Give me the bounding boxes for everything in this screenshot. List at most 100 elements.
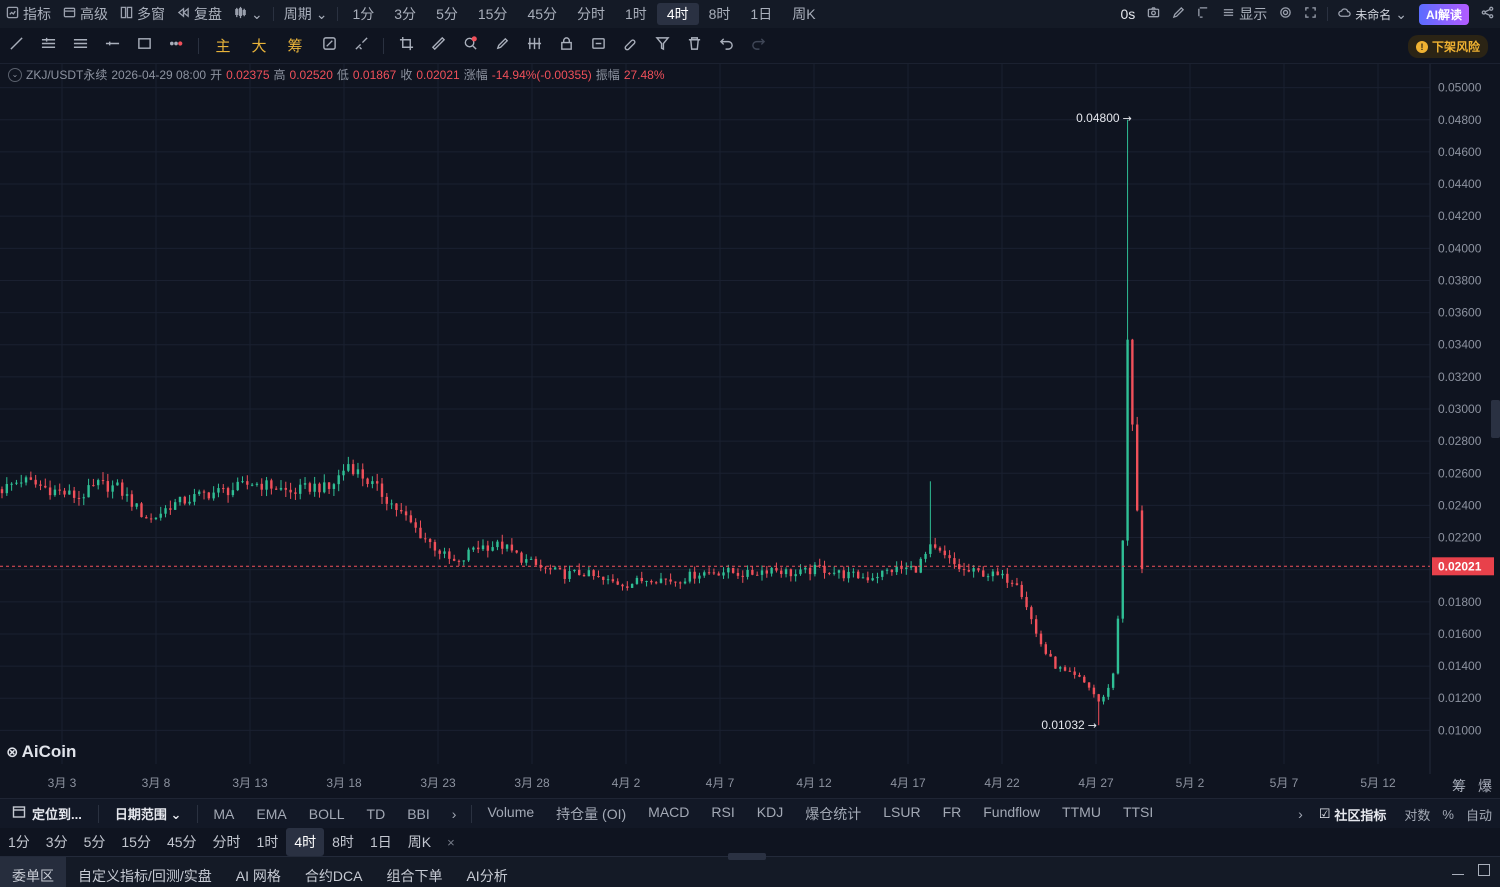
period-tab[interactable]: 1日 (750, 6, 773, 22)
sub-indicator-item[interactable]: MACD (648, 803, 690, 820)
sub-indicator-item[interactable]: 持仓量 (OI) (556, 805, 627, 822)
period-tab[interactable]: 45分 (527, 6, 558, 22)
ruler-tool[interactable] (422, 30, 454, 62)
period-tab[interactable]: 周K (792, 6, 816, 22)
date-range-button[interactable]: 日期范围 ⌄ (103, 804, 194, 823)
layout-button[interactable] (1191, 0, 1216, 28)
ai-interpret-button[interactable]: AI解读 (1413, 0, 1475, 28)
percent-scale-toggle[interactable]: % (1442, 806, 1454, 822)
magnet-zoom-tool[interactable] (454, 30, 486, 62)
period-tab[interactable]: 8时 (708, 6, 731, 22)
sub-indicator-item[interactable]: FR (942, 803, 962, 820)
sub-indicator-item[interactable]: KDJ (756, 803, 784, 820)
main-indicator-more[interactable]: › (441, 806, 468, 822)
bottom-period-tab[interactable]: 3分 (45, 834, 68, 850)
delisting-risk-badge[interactable]: ! 下架风险 (1407, 35, 1488, 58)
bottom-tab[interactable]: 组合下单 (386, 867, 443, 884)
period-tab[interactable]: 4时 (656, 3, 699, 25)
main-indicator-item[interactable]: MA (213, 805, 235, 822)
bottom-tab[interactable]: 合约DCA (304, 867, 363, 884)
lock-tool[interactable] (550, 30, 582, 62)
main-indicator-item[interactable]: TD (366, 805, 386, 822)
locate-button[interactable]: 定位到... (0, 804, 94, 823)
period-menu[interactable]: 周期 ⌄ (278, 0, 334, 28)
filter-tool[interactable] (646, 30, 678, 62)
bars-tool[interactable] (518, 30, 550, 62)
display-menu[interactable]: 显示 (1216, 0, 1273, 28)
bottom-period-tab[interactable]: 5分 (83, 834, 106, 850)
bottom-period-tab[interactable]: 15分 (121, 834, 151, 850)
period-tab[interactable]: 3分 (394, 6, 417, 22)
undo-button[interactable] (710, 30, 742, 62)
bottom-tab[interactable]: 自定义指标/回测/实盘 (78, 867, 212, 884)
sub-indicator-item[interactable]: 爆仓统计 (805, 805, 862, 822)
replay-menu[interactable]: 复盘 (171, 0, 228, 28)
brush-tool[interactable] (486, 30, 518, 62)
panel-resize-handle[interactable] (728, 853, 766, 860)
period-tab[interactable]: 1分 (352, 6, 375, 22)
rectangle-tool[interactable] (128, 30, 160, 62)
log-scale-toggle[interactable]: 对数 (1404, 807, 1431, 823)
parallel-lines-tool[interactable] (64, 30, 96, 62)
collapse-chevron-icon[interactable]: ⌄ (8, 67, 22, 82)
bottom-period-tab[interactable]: 4时 (286, 828, 325, 856)
bottom-period-tab[interactable]: 1分 (8, 834, 30, 850)
bottom-tab[interactable]: AI分析 (466, 867, 508, 884)
bottom-tab[interactable]: 委单区 (0, 856, 66, 887)
main-force-toggle[interactable]: 主 (215, 38, 231, 55)
chart-refresh-tool[interactable] (313, 30, 345, 62)
minimize-icon[interactable] (1452, 867, 1464, 875)
trend-line-tool[interactable] (0, 30, 32, 62)
ray-tool[interactable] (96, 30, 128, 62)
y-axis-panel[interactable] (1430, 64, 1500, 774)
delete-drawings-tool[interactable] (678, 30, 710, 62)
bottom-period-tab[interactable]: 45分 (166, 834, 197, 850)
sub-indicator-item[interactable]: LSUR (883, 803, 921, 820)
settings-button[interactable] (1273, 0, 1298, 28)
liquidation-toggle[interactable]: 爆 (1478, 778, 1492, 794)
bottom-period-tab[interactable]: 1日 (369, 834, 392, 850)
sub-indicator-item[interactable]: TTSI (1122, 803, 1154, 820)
advanced-menu[interactable]: 高级 (57, 0, 114, 28)
redo-button[interactable] (742, 30, 774, 62)
side-panel-handle[interactable] (1491, 400, 1500, 438)
bottom-period-tab[interactable]: 1时 (256, 834, 279, 850)
horizontal-lines-tool[interactable] (32, 30, 64, 62)
indicators-menu[interactable]: 指标 (0, 0, 57, 28)
chips-toggle[interactable]: 筹 (1452, 778, 1466, 794)
sub-indicator-item[interactable]: TTMU (1062, 803, 1101, 820)
eraser-link-tool[interactable] (614, 30, 646, 62)
chart-type-dropdown[interactable]: ⌄ (228, 0, 269, 28)
period-tab[interactable]: 5分 (436, 6, 458, 22)
sub-indicator-more[interactable]: › (1294, 806, 1307, 822)
share-button[interactable] (1475, 0, 1500, 28)
period-tab[interactable]: 分时 (577, 6, 606, 22)
auto-scale-toggle[interactable]: 自动 (1465, 807, 1492, 823)
sub-indicator-item[interactable]: Volume (487, 803, 535, 820)
chip-toggle[interactable]: 筹 (287, 38, 303, 55)
main-indicator-item[interactable]: BBI (407, 805, 430, 822)
bottom-period-tab[interactable]: 周K (407, 834, 432, 850)
sub-indicator-item[interactable]: RSI (711, 803, 735, 820)
main-indicator-item[interactable]: BOLL (308, 805, 345, 822)
multi-window-menu[interactable]: 多窗 (114, 0, 171, 28)
main-indicator-item[interactable]: EMA (256, 805, 287, 822)
edit-button[interactable] (1166, 0, 1191, 28)
sub-indicator-item[interactable]: Fundflow (983, 803, 1041, 820)
big-order-toggle[interactable]: 大 (251, 38, 267, 55)
period-tab[interactable]: 15分 (477, 6, 508, 22)
close-icon[interactable]: × (447, 834, 455, 850)
restore-icon[interactable] (1478, 864, 1490, 876)
fullscreen-button[interactable] (1298, 0, 1323, 28)
period-tab[interactable]: 1时 (625, 6, 647, 22)
community-indicators-button[interactable]: ☑ 社区指标 (1307, 805, 1399, 824)
crop-tool[interactable] (390, 30, 422, 62)
more-tools[interactable] (160, 30, 192, 62)
price-chart[interactable]: 3月 3 3月 8 3月 13 3月 18 3月 23 3月 28 4月 2 4月 7 4月 1… (0, 64, 1500, 800)
bottom-period-tab[interactable]: 分时 (212, 834, 241, 850)
bottom-tab[interactable]: AI 网格 (235, 867, 281, 884)
workspace-menu[interactable]: 未命名 ⌄ (1332, 0, 1413, 28)
bottom-period-tab[interactable]: 8时 (332, 834, 354, 850)
measure-tool[interactable] (345, 30, 377, 62)
hide-drawings-tool[interactable] (582, 30, 614, 62)
